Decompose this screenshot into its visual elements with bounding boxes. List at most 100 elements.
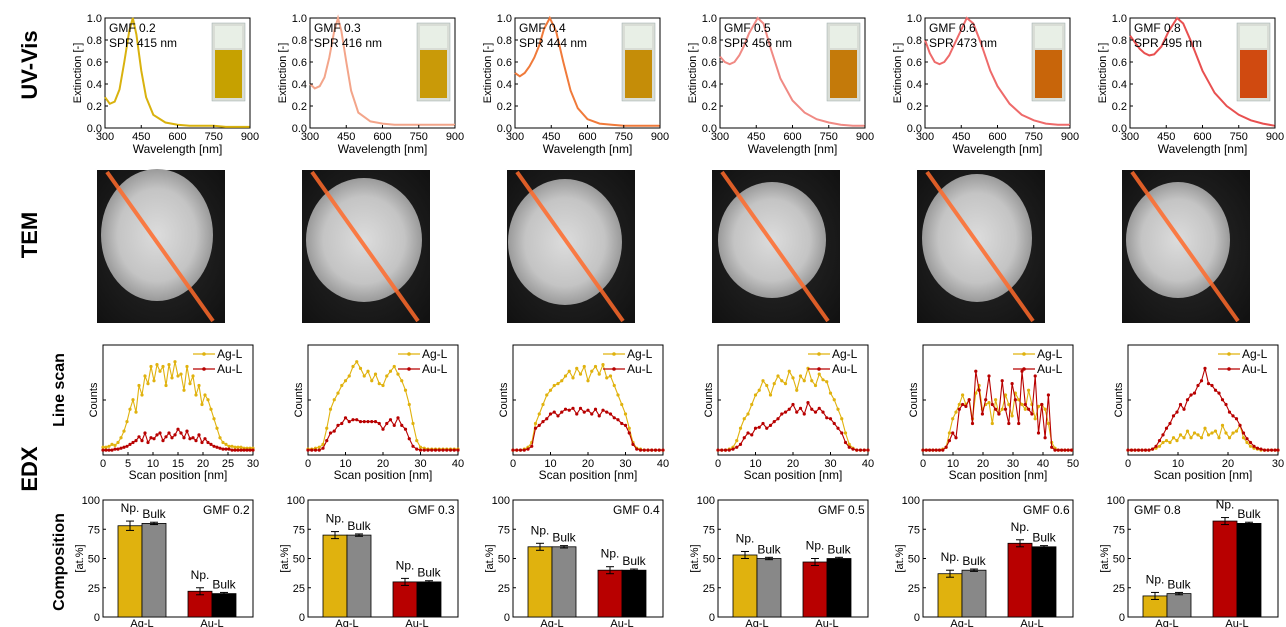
au-series-point [638,448,643,452]
vial-liquid [625,50,652,98]
ag-series-point [176,374,180,378]
ag-series-point [110,442,114,446]
au-series-point [377,421,381,426]
au-series-point [575,412,579,416]
ag-series-point [1178,433,1183,437]
ag-series-point [358,366,363,370]
au-series-point [1185,398,1190,402]
au-series-point [753,426,758,430]
ag-series-point [810,379,814,383]
ag-series-point [146,382,150,386]
ag-series-point [821,378,825,382]
ag-series-point [340,383,344,388]
au-series-point [537,423,541,427]
bulk-label: Bulk [1237,507,1261,521]
y-tick-label: 75 [1113,524,1125,536]
au-series-point [757,425,761,429]
linescan-panel-5: 0 10 20 30 40 50 Scan position [nm] Counts Ag-LA… [908,344,1079,482]
ag-series-point [230,444,234,448]
au-series-point [358,420,363,424]
x-axis-label: Scan position [nm] [949,468,1048,482]
y-tick-label: 0.0 [1112,123,1127,135]
x-tick-label: 750 [1025,131,1043,143]
y-axis-label: [at.%] [894,544,906,572]
ag-series-point [750,402,754,407]
ag-series-point [119,436,123,440]
au-series-point [388,418,393,422]
au-series-point [541,420,545,424]
spr-label: SPR 495 nm [1134,36,1202,50]
ag-series-point [388,369,393,373]
y-tick-label: 0.6 [702,57,717,69]
au-series-point [731,447,735,451]
au-series-point [221,447,225,451]
au-series-point [723,448,728,452]
y-tick-label: 0 [94,612,100,624]
y-tick-label: 25 [88,583,100,595]
ag-series-point [212,417,216,421]
vial-cap [625,26,652,48]
y-axis-label: Extinction [-] [892,43,904,104]
gmf-label: GMF 0.5 [818,503,865,517]
au-series-point [1220,398,1225,402]
x-tick-label: 300 [916,131,934,143]
y-axis-label: Counts [703,382,715,417]
ag-series-point [590,369,594,373]
x-tick-label: 300 [96,131,114,143]
au-series-point [1066,448,1070,452]
ag-series-line [513,362,663,451]
legend-label: Ag-L [1242,347,1268,361]
legend-marker [1227,367,1231,371]
bulk-label: Bulk [1032,531,1056,545]
au-series-point [179,431,183,435]
x-tick-label: 300 [1121,131,1139,143]
tem-image-3 [507,170,635,323]
au-series-point [563,407,568,411]
au-series-point [215,445,219,449]
au-series-point [862,448,866,452]
ag-series-point [134,410,138,414]
ag-series-point [336,391,340,395]
au-series-point [248,448,252,452]
x-tick-label: 20 [1222,458,1234,470]
ag-series-point [1210,431,1214,435]
ag-series-point [947,431,952,435]
au-series-point [188,437,192,441]
gmf-label: GMF 0.8 [1134,503,1181,517]
np-bar [322,534,348,618]
x-tick-label: 450 [337,131,355,143]
scan-line [720,170,830,323]
au-series-point [947,439,952,443]
x-tick-label: 10 [947,458,959,470]
tem-image-1 [97,169,225,323]
np-bar [1007,542,1033,618]
ag-series-point [994,398,998,402]
au-series-point [182,436,186,440]
au-series-point [242,448,246,452]
ag-series-line [718,366,868,451]
y-tick-label: 0.0 [87,123,102,135]
spectrum-line [1129,16,1276,127]
x-tick-label: 750 [410,131,428,143]
ag-series-point [170,376,174,380]
ag-series-point [567,369,571,373]
au-series-point [530,444,534,448]
ag-series-point [377,382,381,386]
ag-series-point [104,445,108,449]
au-series-point [567,408,571,412]
y-tick-label: 50 [908,554,920,566]
au-series-point [1241,431,1246,435]
ag-series-point [1217,436,1221,440]
au-series-point [107,448,111,452]
au-series-point [944,445,948,449]
au-series-point [631,442,635,446]
au-series-point [1040,402,1044,407]
au-series-point [727,448,731,452]
legend-marker [817,352,821,356]
au-series-point [1199,379,1204,383]
ag-series-point [556,382,560,386]
au-series-point [366,420,370,424]
au-series-point [113,447,117,451]
x-tick-label: 10 [1172,458,1184,470]
